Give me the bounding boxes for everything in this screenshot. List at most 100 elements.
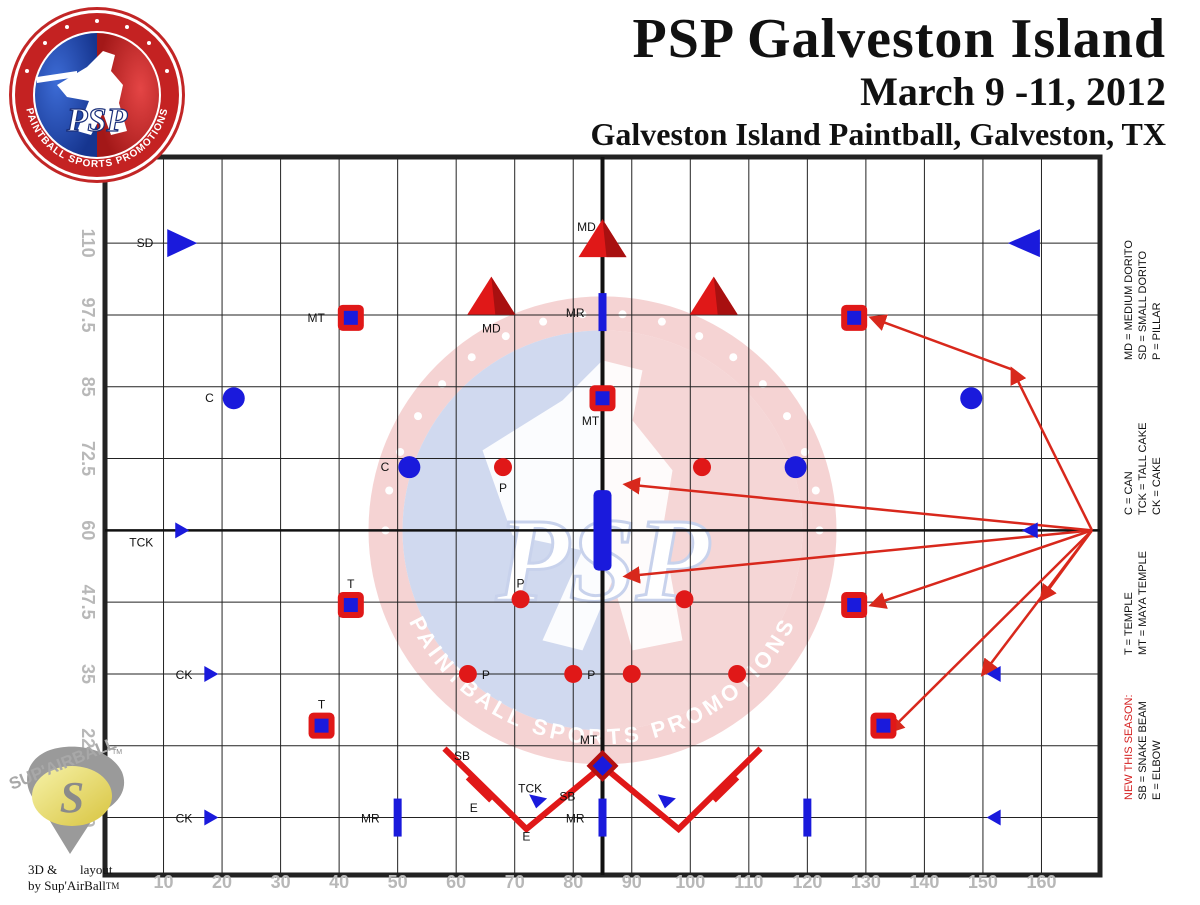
y-tick-label: 47.5 [78,585,98,620]
arrow [1010,366,1094,531]
bunker-label: SD [137,236,154,250]
watermark-star [539,317,548,326]
maya-temple-diamond-core [592,755,613,776]
elbow-label: E [470,801,478,815]
bunker-label: MT [307,311,325,325]
bunker-can: C [205,387,245,410]
bunker-md: MD [467,276,516,336]
watermark-star [729,353,738,362]
x-tick-label: 30 [271,872,291,892]
y-tick-label: 110 [78,229,98,258]
bunker-diamond: MT [580,733,619,782]
arrow [622,477,1093,532]
bunker-mr: MR [361,798,402,837]
legend-line: MD = MEDIUM DORITO [1123,240,1135,360]
watermark-star [578,310,587,319]
arrow [622,529,1093,584]
tall-cake-icon [529,794,548,809]
bunker-label: MR [566,306,585,320]
tall-cake-icon [175,522,190,539]
bunker-mt: T [308,698,335,739]
y-tick-label: 35 [78,664,98,684]
bunker-tck: TCK [518,781,548,809]
bunker-mt: MT [307,304,364,331]
snake-beam-left [442,746,605,834]
legend-group: NEW THIS SEASON: SB = SNAKE BEAM E = ELBOW [1123,694,1163,800]
x-tick-label: 100 [675,872,705,892]
event-title: PSP Galveston Island [632,8,1166,70]
legend: MD = MEDIUM DORITO SD = SMALL DORITO P = P… [1123,240,1163,800]
mini-rectangle-icon [598,798,607,837]
x-tick-label: 120 [792,872,822,892]
bunker-label: MD [482,322,501,336]
pillar-icon [728,664,747,683]
x-tick-label: 60 [446,872,466,892]
field-grid [105,157,1100,875]
can-icon [784,456,807,479]
watermark-star [657,317,666,326]
bunker-mr: MR [566,293,607,332]
y-tick-label: 97.5 [78,297,98,332]
legend-line: E = ELBOW [1151,740,1163,800]
bunker-can [784,456,807,479]
bunker-label: CK [176,668,193,682]
elbow-left [465,775,494,803]
bunker-label: P [499,481,507,495]
snake-beams: SB SB E E [442,746,763,844]
bunker-label: MT [580,733,598,747]
bunker-can [960,387,983,410]
bunker-label: T [318,698,326,712]
x-tick-label: 40 [329,872,349,892]
pillar-icon [675,590,694,609]
bunker-ck [986,809,1001,826]
watermark-star [695,332,704,341]
watermark-star [758,380,767,389]
watermark-star [811,486,820,495]
watermark-star [618,310,627,319]
bunker-sd [1007,229,1040,258]
pillar-icon [494,458,512,477]
watermark-star [467,353,476,362]
legend-line: SB = SNAKE BEAM [1137,701,1149,800]
bunker-mt: MT [582,385,616,428]
y-tick-label: 72.5 [78,441,98,476]
bunker-pillar: P [494,458,512,495]
title-block: PSP Galveston Island March 9 -11, 2012 G… [590,8,1166,154]
temple-core [595,391,610,406]
bunker-ck: CK [176,665,219,682]
cake-icon [204,809,219,826]
x-tick-label: 10 [154,872,174,892]
pillar-icon [511,590,530,609]
arrow [868,529,1093,609]
legend-group: C = CAN TCK = TALL CAKE CK = CAKE [1123,423,1163,515]
psp-logo: PSP PAINTBALL SPORTS PROMOTIONS [9,7,185,183]
bunker-md [689,276,738,315]
event-venue: Galveston Island Paintball, Galveston, T… [590,116,1166,152]
watermark-star [438,380,447,389]
bunker-tck [1021,522,1038,539]
bunker-label: C [381,460,390,474]
bunker-pillar [622,664,641,683]
bunker-mt [841,304,868,331]
medium-dorito-shade [713,276,738,315]
snake-beam-right [600,746,763,834]
legend-group: T = TEMPLE MT = MAYA TEMPLE [1123,551,1149,655]
elbow-right [711,775,740,803]
arrow [886,529,1093,734]
arrow [980,529,1093,677]
watermark-star [800,447,809,456]
bunker-pillar: P [564,664,595,683]
beam-icon [593,490,612,571]
svg-text:S: S [60,773,84,822]
bunker-mt [870,712,897,739]
elbow-label: E [522,830,530,844]
bunker-ck [986,665,1001,682]
bunker-label: MD [577,220,596,234]
bunker-label: TCK [129,535,153,549]
bunker-mt: T [337,577,364,619]
legend-line: SD = SMALL DORITO [1137,250,1149,360]
bunker-mr: MR [566,798,607,837]
